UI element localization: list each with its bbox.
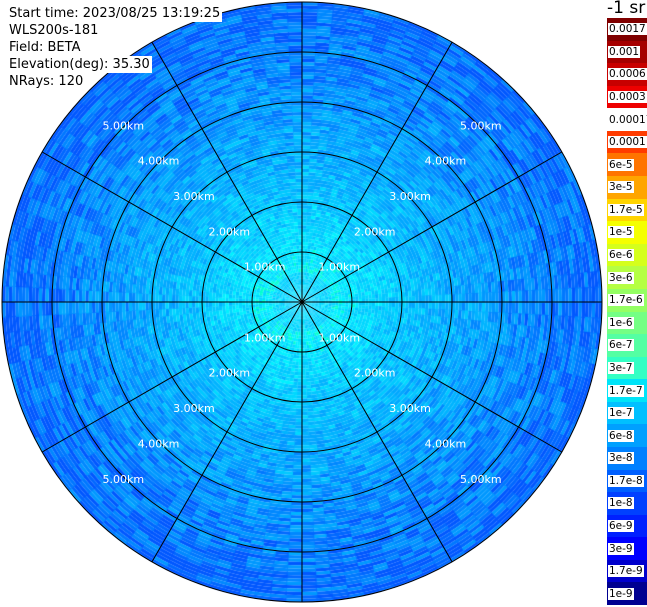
field-label: Field: BETA	[9, 39, 83, 56]
colorbar-tick-label: 6e-9	[608, 519, 634, 532]
nrays-label: NRays: 120	[9, 73, 86, 90]
colorbar-swatch: 3e-6	[607, 266, 647, 290]
colorbar-tick-label: 0.0017	[608, 23, 647, 36]
range-ring-label: 5.00km	[102, 473, 144, 486]
colorbar-swatch: 6e-9	[607, 514, 647, 538]
colorbar-swatch: 0.00017	[607, 108, 647, 132]
colorbar-tick-label: 1e-5	[608, 226, 634, 239]
colorbar-legend: 0.0017 0.001 0.0006 0.0003 0.00017 0.0001 6e-5…	[607, 18, 647, 606]
colorbar-tick-label: 0.0006	[608, 68, 647, 81]
range-ring-label: 2.00km	[209, 367, 251, 380]
colorbar-swatch: 1e-9	[607, 582, 647, 606]
azimuth-spoke	[301, 151, 563, 303]
azimuth-spokes	[2, 2, 602, 602]
colorbar-swatch: 1.7e-7	[607, 379, 647, 403]
range-ring-label: 1.00km	[319, 261, 361, 274]
range-ring-label: 5.00km	[102, 119, 144, 132]
range-ring-label: 4.00km	[138, 437, 180, 450]
azimuth-spoke	[41, 151, 303, 303]
scan-info-panel: Start time: 2023/08/25 13:19:25 WLS200s-…	[9, 5, 223, 90]
colorbar-tick-label: 6e-8	[608, 429, 634, 442]
colorbar-swatch: 3e-7	[607, 356, 647, 380]
colorbar-tick-label: 3e-6	[608, 271, 634, 284]
colorbar-tick-label: 1.7e-5	[608, 203, 644, 216]
colorbar-tick-label: 1.7e-6	[608, 294, 644, 307]
azimuth-spoke	[301, 41, 453, 303]
azimuth-spoke	[151, 41, 303, 303]
colorbar-tick-label: 3e-7	[608, 361, 634, 374]
start-time-label: Start time: 2023/08/25 13:19:25	[9, 5, 223, 22]
colorbar-swatch: 0.0017	[607, 18, 647, 42]
colorbar-swatch: 6e-8	[607, 424, 647, 448]
colorbar-tick-label: 6e-7	[608, 339, 634, 352]
range-ring-labels: 1.00km 1.00km 1.00km 1.00km 2.00km 2.00km 2.00…	[102, 119, 501, 486]
colorbar-tick-label: 0.001	[608, 45, 641, 58]
range-ring-label: 1.00km	[244, 331, 286, 344]
colorbar-tick-label: 1e-9	[608, 587, 634, 600]
range-ring-label: 2.00km	[209, 225, 251, 238]
colorbar-swatch: 6e-7	[607, 334, 647, 358]
azimuth-spoke	[41, 301, 303, 453]
range-ring-label: 3.00km	[173, 190, 215, 203]
colorbar-swatch: 1.7e-6	[607, 288, 647, 312]
range-ring-label: 1.00km	[244, 261, 286, 274]
colorbar-tick-label: 0.0003	[608, 91, 647, 103]
instrument-label: WLS200s-181	[9, 22, 101, 39]
colorbar-swatch: 1.7e-9	[607, 559, 647, 583]
range-ring-label: 1.00km	[319, 331, 361, 344]
range-ring-label: 3.00km	[173, 402, 215, 415]
colorbar-swatch: 1e-8	[607, 492, 647, 516]
colorbar-swatch: 1e-7	[607, 401, 647, 425]
range-ring-label: 4.00km	[425, 437, 467, 450]
colorbar-tick-label: 1.7e-9	[608, 565, 644, 578]
colorbar-swatch: 0.001	[607, 40, 647, 64]
colorbar-units-title: -1 sr	[607, 0, 646, 18]
range-ring-label: 2.00km	[354, 367, 396, 380]
colorbar-tick-label: 6e-5	[608, 158, 634, 171]
azimuth-spoke	[151, 301, 303, 563]
colorbar-tick-label: 1.7e-7	[608, 384, 644, 397]
colorbar-tick-label: 1e-7	[608, 407, 634, 420]
colorbar-tick-label: 1e-6	[608, 316, 634, 329]
range-ring-label: 2.00km	[354, 225, 396, 238]
colorbar-swatch: 3e-5	[607, 176, 647, 200]
colorbar-tick-label: 1e-8	[608, 497, 634, 510]
range-ring-label: 5.00km	[460, 473, 502, 486]
colorbar-tick-label: 3e-9	[608, 542, 634, 555]
azimuth-spoke	[301, 301, 453, 563]
colorbar-swatch: 3e-9	[607, 537, 647, 561]
colorbar-swatch: 0.0001	[607, 130, 647, 154]
colorbar-tick-label: 6e-6	[608, 249, 634, 262]
colorbar-swatch: 1.7e-5	[607, 198, 647, 222]
colorbar-swatch: 1.7e-8	[607, 469, 647, 493]
range-ring-label: 4.00km	[138, 155, 180, 168]
colorbar-swatch: 3e-8	[607, 446, 647, 471]
colorbar-swatch: 6e-6	[607, 243, 647, 267]
range-ring-label: 3.00km	[389, 190, 431, 203]
colorbar-swatch: 6e-5	[607, 153, 647, 177]
colorbar-swatch: 1e-6	[607, 311, 647, 335]
elevation-label: Elevation(deg): 35.30	[9, 56, 152, 73]
colorbar-swatch: 0.0006	[607, 63, 647, 87]
colorbar-tick-label: 0.00017	[608, 113, 647, 126]
range-ring-label: 4.00km	[425, 155, 467, 168]
colorbar-tick-label: 3e-8	[608, 452, 634, 465]
range-ring-label: 3.00km	[389, 402, 431, 415]
colorbar-swatch: 1e-5	[607, 221, 647, 245]
range-ring-label: 5.00km	[460, 119, 502, 132]
azimuth-spoke	[301, 301, 563, 453]
colorbar-tick-label: 1.7e-8	[608, 474, 644, 487]
colorbar-tick-label: 3e-5	[608, 181, 634, 194]
colorbar-swatch: 0.0003	[607, 85, 647, 109]
colorbar-tick-label: 0.0001	[608, 136, 647, 149]
